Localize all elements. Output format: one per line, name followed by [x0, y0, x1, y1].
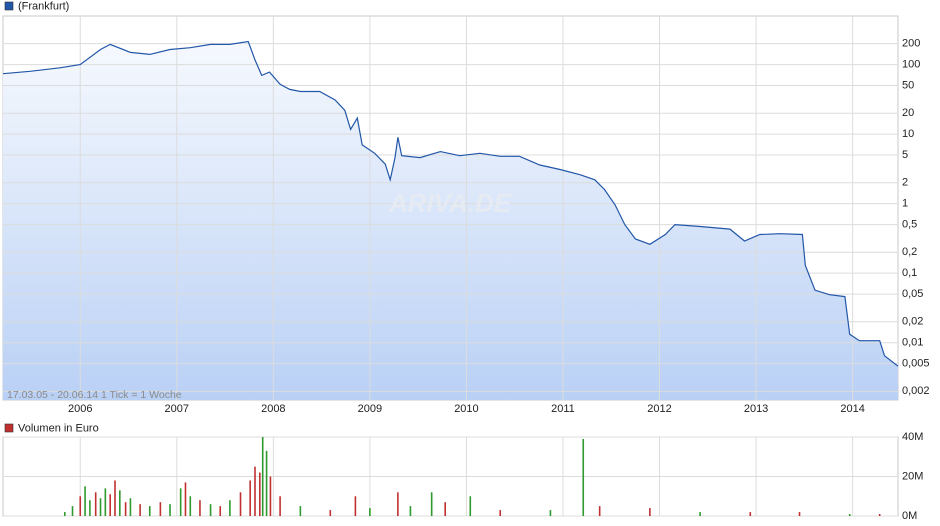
legend-label: Volumen in Euro: [18, 422, 99, 434]
range-note: 17.03.05 - 20.06.14 1 Tick = 1 Woche: [7, 389, 182, 401]
volume-bar: [848, 514, 851, 516]
y-tick-label: 0,005: [902, 358, 930, 370]
x-tick-label: 2014: [840, 403, 864, 415]
volume-bar: [189, 496, 192, 516]
y-tick-label: 2: [902, 177, 908, 189]
x-tick-label: 2008: [261, 403, 285, 415]
volume-bar: [430, 492, 433, 516]
volume-bar: [582, 438, 585, 516]
x-tick-label: 2013: [744, 403, 768, 415]
y-tick-label: 10: [902, 128, 914, 140]
watermark: ARIVA.DE: [388, 188, 512, 218]
volume-bar: [409, 506, 412, 516]
volume-bar: [259, 472, 261, 516]
volume-bar: [159, 502, 162, 516]
x-tick-label: 2007: [165, 403, 189, 415]
x-tick-label: 2012: [647, 403, 671, 415]
price-line: [2, 40, 899, 367]
legend-label: (Frankfurt): [18, 0, 69, 12]
x-tick-label: 2009: [358, 403, 382, 415]
y-tick-label: 0,05: [902, 288, 923, 300]
volume-bar: [499, 510, 502, 516]
x-tick-label: 2011: [551, 403, 575, 415]
y-tick-label: 20M: [902, 470, 923, 482]
volume-bar: [199, 500, 201, 516]
volume-bar: [109, 494, 111, 516]
volume-bar: [209, 504, 212, 516]
x-tick-label: 2006: [68, 403, 92, 415]
y-tick-label: 40M: [902, 431, 923, 443]
volume-bar: [79, 496, 82, 516]
volume-bar: [254, 466, 256, 516]
y-tick-label: 1: [902, 198, 908, 210]
volume-bar: [261, 437, 264, 516]
volume-bar: [71, 506, 74, 516]
y-tick-label: 0,02: [902, 316, 923, 328]
volume-bar: [114, 480, 116, 516]
volume-bar: [397, 492, 399, 516]
y-tick-label: 0,002: [902, 385, 930, 397]
volume-bar: [269, 476, 272, 516]
volume-bar: [89, 500, 91, 516]
volume-bar: [699, 512, 701, 516]
volume-bar: [124, 502, 127, 516]
volume-bar: [329, 510, 332, 516]
volume-bar: [249, 480, 251, 516]
volume-bar: [878, 514, 881, 516]
volume-bar: [444, 502, 446, 516]
volume-bar: [219, 506, 222, 516]
volume-bar: [265, 450, 268, 516]
volume-bar: [169, 504, 171, 516]
y-tick-label: 0,1: [902, 267, 917, 279]
x-tick-label: 2010: [454, 403, 478, 415]
volume-bar: [798, 512, 801, 516]
volume-bar: [119, 490, 121, 516]
volume-bar: [129, 498, 132, 516]
volume-bar: [279, 496, 281, 516]
area: [3, 41, 898, 400]
y-tick-label: 20: [902, 107, 914, 119]
volume-bar: [104, 488, 107, 516]
volume-bar: [84, 486, 86, 516]
legend-swatch: [4, 1, 14, 11]
volume-bar: [299, 506, 302, 516]
legend-swatch: [4, 423, 14, 433]
volume-bar: [749, 512, 752, 516]
volume-bar: [184, 482, 187, 516]
volume-bar: [598, 506, 601, 516]
volume-bar: [369, 508, 371, 516]
volume-bar: [179, 488, 182, 516]
volume-bar: [354, 496, 357, 516]
volume-bar: [139, 504, 141, 516]
volume-bar: [549, 510, 552, 516]
volume-bar: [239, 492, 242, 516]
volume-bar: [469, 496, 472, 516]
y-tick-label: 100: [902, 59, 920, 71]
volume-bar: [229, 500, 231, 516]
y-tick-label: 50: [902, 79, 914, 91]
volume-bar: [148, 506, 151, 516]
y-tick-label: 0M: [902, 510, 917, 522]
volume-bar: [649, 508, 651, 516]
y-tick-label: 5: [902, 149, 908, 161]
volume-bar: [63, 512, 66, 516]
y-tick-label: 200: [902, 38, 920, 50]
y-tick-label: 0,2: [902, 246, 917, 258]
y-tick-label: 0,5: [902, 218, 917, 230]
volume-bar: [99, 498, 102, 516]
volume-bar: [94, 492, 97, 516]
y-tick-label: 0,01: [902, 337, 923, 349]
